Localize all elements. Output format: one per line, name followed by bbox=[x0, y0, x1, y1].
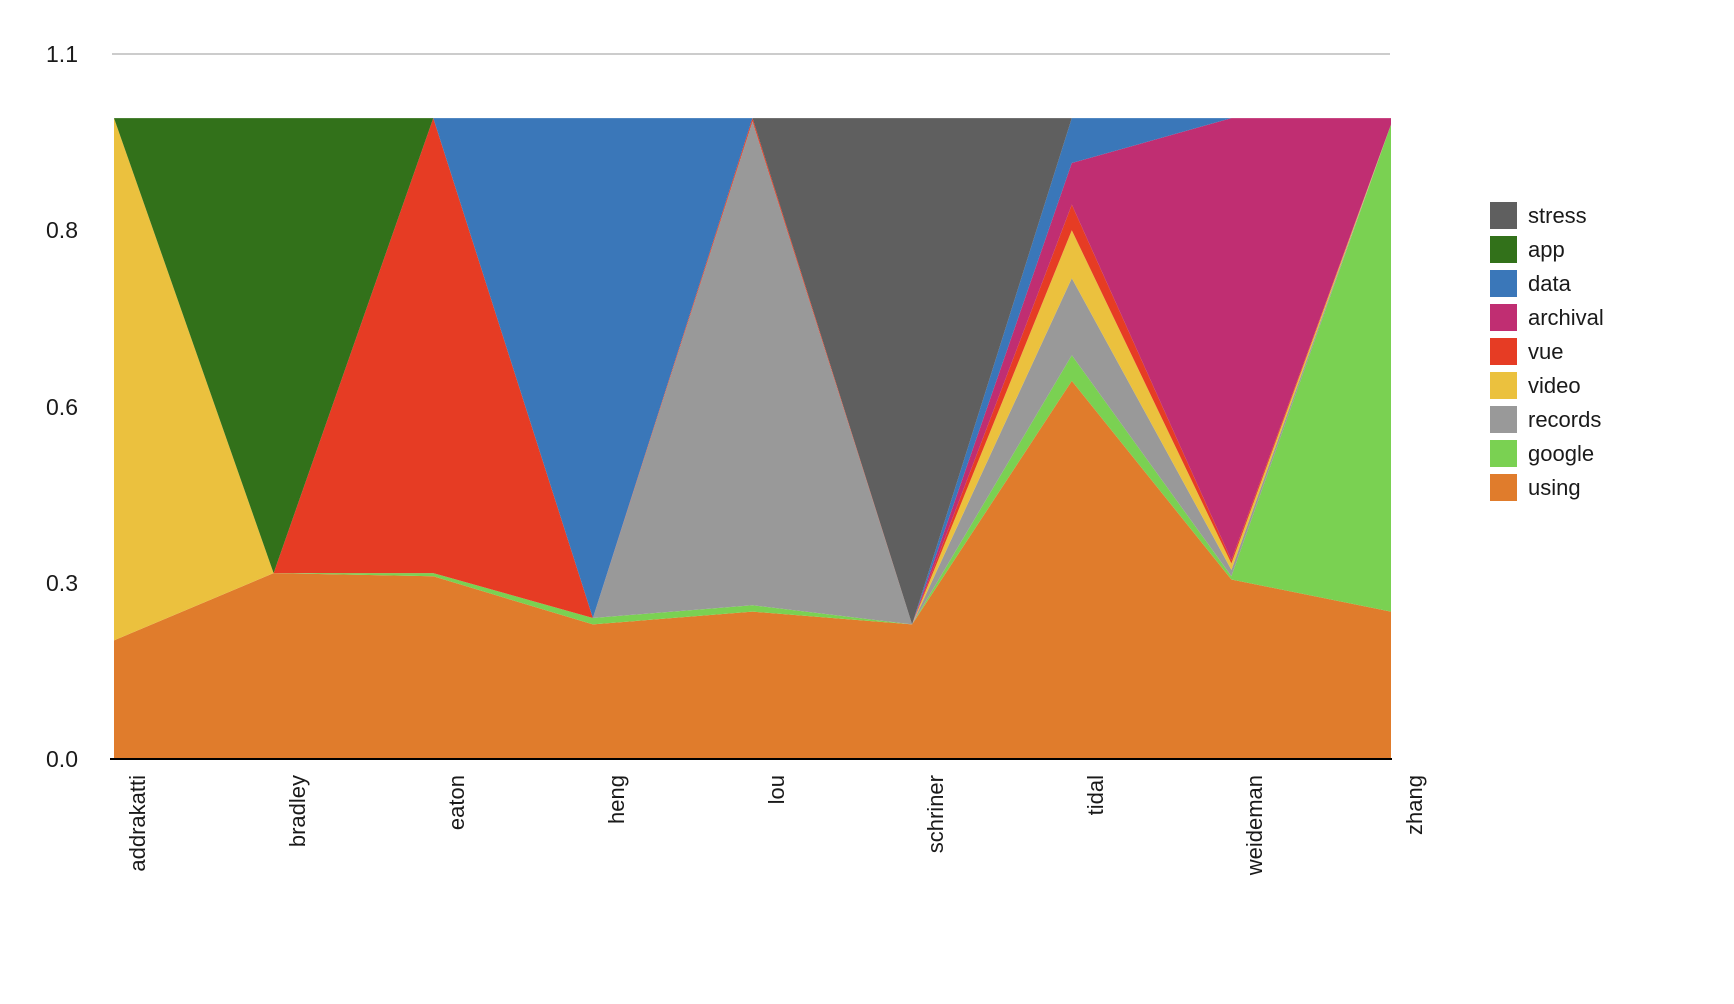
legend-swatch-data bbox=[1490, 270, 1517, 297]
legend-item-using: using bbox=[1490, 474, 1604, 501]
legend-swatch-archival bbox=[1490, 304, 1517, 331]
x-tick-label-addrakatti: addrakatti bbox=[125, 775, 150, 872]
area-records bbox=[114, 121, 1391, 641]
legend-label-data: data bbox=[1528, 270, 1571, 296]
legend-item-stress: stress bbox=[1490, 202, 1604, 229]
legend-label-video: video bbox=[1528, 372, 1581, 398]
legend-item-google: google bbox=[1490, 440, 1604, 467]
area-using bbox=[114, 380, 1391, 759]
y-tick-label-0.3: 0.3 bbox=[46, 569, 78, 596]
x-tick-label-weideman: weideman bbox=[1242, 775, 1268, 876]
legend-item-archival: archival bbox=[1490, 304, 1604, 331]
legend-item-vue: vue bbox=[1490, 338, 1604, 365]
legend-swatch-stress bbox=[1490, 202, 1517, 229]
x-tick-label-schriner: schriner bbox=[923, 775, 949, 854]
legend-label-archival: archival bbox=[1528, 304, 1604, 330]
legend-label-using: using bbox=[1528, 474, 1581, 500]
x-tick-label-lou: lou bbox=[763, 775, 789, 805]
legend-item-app: app bbox=[1490, 236, 1604, 263]
legend: stress app data archival vue video records goog… bbox=[1490, 202, 1604, 508]
x-tick-label-eaton: eaton bbox=[444, 775, 470, 831]
y-tick-label-0.8: 0.8 bbox=[46, 217, 78, 244]
legend-label-records: records bbox=[1528, 406, 1602, 432]
legend-swatch-app bbox=[1490, 236, 1517, 263]
legend-label-stress: stress bbox=[1528, 202, 1587, 228]
legend-swatch-google bbox=[1490, 440, 1517, 467]
legend-label-app: app bbox=[1528, 236, 1565, 262]
legend-label-vue: vue bbox=[1528, 338, 1564, 364]
legend-swatch-vue bbox=[1490, 338, 1517, 365]
area-video bbox=[114, 118, 1391, 641]
legend-swatch-records bbox=[1490, 406, 1517, 433]
y-tick-label-0.0: 0.0 bbox=[46, 746, 78, 772]
y-tick-label-0.6: 0.6 bbox=[46, 393, 78, 420]
area-archival bbox=[114, 118, 1391, 625]
legend-item-data: data bbox=[1490, 270, 1604, 297]
legend-swatch-video bbox=[1490, 372, 1517, 399]
y-tick-label-1.1: 1.1 bbox=[46, 41, 78, 67]
legend-item-video: video bbox=[1490, 372, 1604, 399]
legend-item-records: records bbox=[1490, 406, 1604, 433]
x-tick-label-tidal: tidal bbox=[1082, 775, 1108, 816]
x-tick-label-bradley: bradley bbox=[284, 775, 310, 848]
area-vue bbox=[114, 118, 1391, 625]
x-tick-label-heng: heng bbox=[603, 775, 629, 824]
legend-swatch-using bbox=[1490, 474, 1517, 501]
x-tick-label-zhang: zhang bbox=[1402, 775, 1427, 835]
area-app bbox=[114, 118, 1391, 625]
legend-label-google: google bbox=[1528, 440, 1595, 466]
